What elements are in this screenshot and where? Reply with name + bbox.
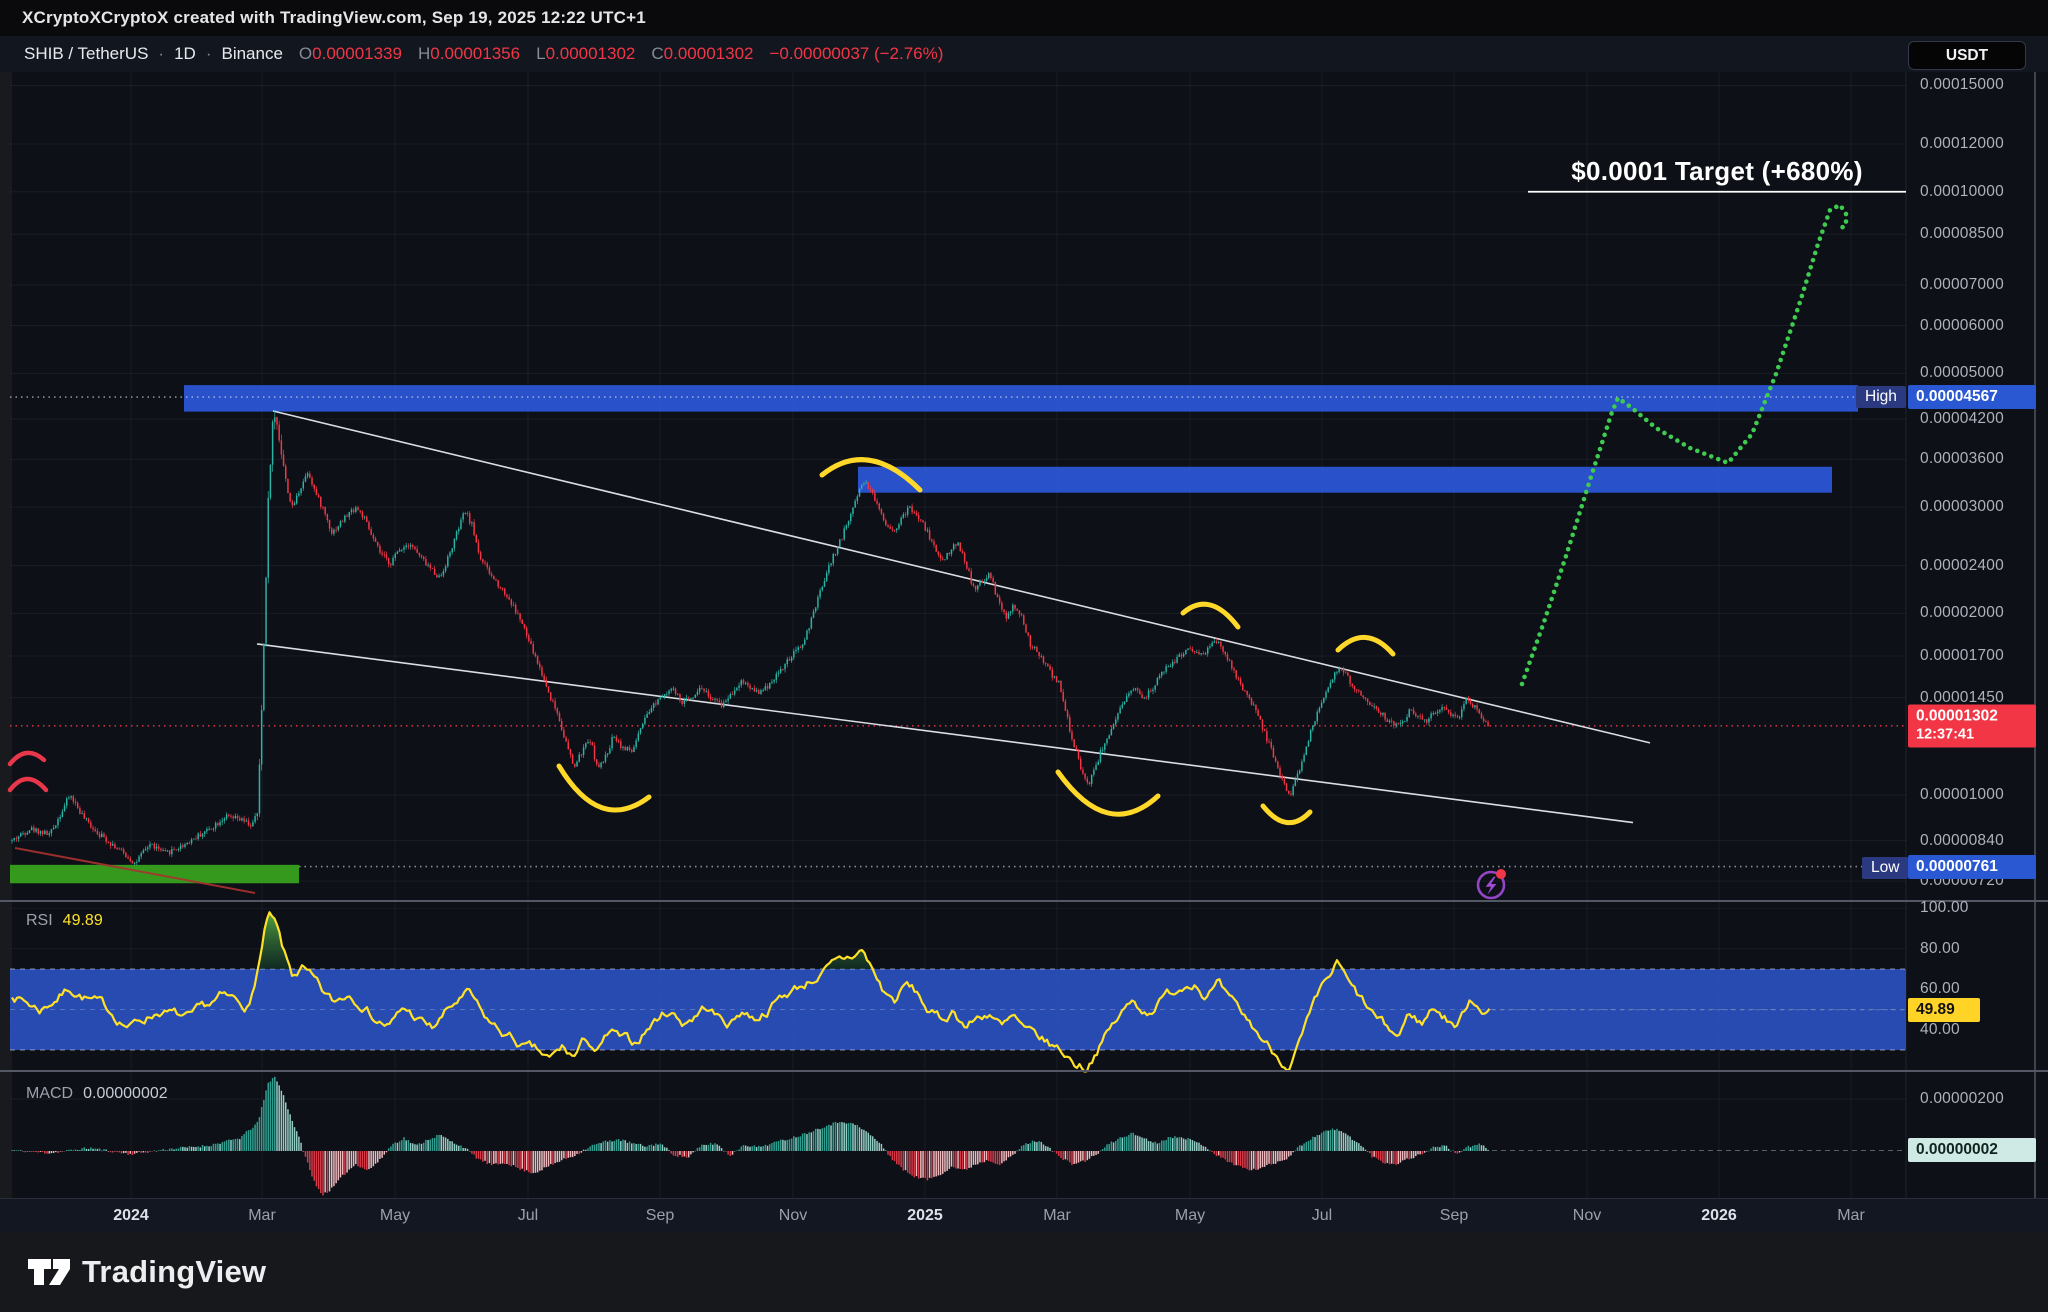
- interval-label[interactable]: 1D: [174, 44, 196, 63]
- rsi-axis-label: 40.00: [1920, 1021, 1960, 1038]
- time-axis-tick: 2024: [113, 1207, 149, 1224]
- candlesticks: [11, 409, 1489, 866]
- price-axis-label: 0.00006000: [1920, 317, 2004, 334]
- symbol-toolbar: SHIB / TetherUS · 1D · Binance O0.000013…: [0, 36, 2048, 72]
- time-axis-tick: 2025: [907, 1207, 943, 1224]
- high-tag-badge: High: [1856, 386, 1906, 408]
- ohlc-close: C0.00001302: [651, 44, 754, 63]
- rsi-value: 49.89: [62, 912, 103, 929]
- time-axis-tick: Sep: [1439, 1207, 1469, 1224]
- tradingview-logo[interactable]: TradingView: [26, 1250, 266, 1294]
- price-axis-label: 0.00015000: [1920, 76, 2004, 93]
- time-axis-tick: May: [1174, 1207, 1206, 1224]
- price-axis-label: 0.00004200: [1920, 410, 2004, 427]
- tradingview-wordmark: TradingView: [82, 1254, 267, 1289]
- time-axis-tick: Jul: [1311, 1207, 1333, 1224]
- red-arc-annotation: [7, 750, 47, 767]
- price-axis-label: 0.00008500: [1920, 225, 2004, 242]
- ohlc-change: −0.00000037 (−2.76%): [769, 44, 944, 63]
- time-axis-tick: Nov: [1572, 1207, 1602, 1224]
- macd-value: 0.00000002: [83, 1085, 168, 1102]
- yellow-arc-annotation: [819, 457, 923, 493]
- yellow-arc-annotation: [556, 763, 652, 813]
- rsi-value-badge: 49.89: [1908, 998, 1980, 1022]
- watermark-bar: XCryptoXCryptoX created with TradingView…: [0, 0, 2048, 36]
- price-axis-label: 0.00010000: [1920, 183, 2004, 200]
- resistance-zone: [184, 385, 1858, 412]
- last-price-badge: 0.00001302 12:37:41: [1908, 704, 2036, 748]
- low-tag-badge: Low: [1862, 857, 1909, 879]
- macd-value-badge: 0.00000002: [1908, 1138, 2036, 1162]
- macd-legend[interactable]: MACD 0.00000002: [26, 1085, 168, 1102]
- red-arc-annotation: [7, 776, 49, 793]
- rsi-axis-label: 100.00: [1920, 899, 1969, 916]
- low-value-badge: 0.00000761: [1908, 855, 2036, 879]
- price-axis-label: 0.00005000: [1920, 364, 2004, 381]
- red-trendline: [14, 847, 256, 894]
- price-axis-label: 0.00000840: [1920, 832, 2004, 849]
- symbol-name[interactable]: SHIB / TetherUS: [24, 44, 149, 63]
- time-axis[interactable]: 2024 Mar May Jul Sep Nov 2025 Mar May Jul Sep Nov 20…: [0, 1198, 2048, 1233]
- price-axis-label: 0.00002000: [1920, 604, 2004, 621]
- yellow-arc-annotation: [1260, 803, 1313, 825]
- time-axis-tick: Mar: [248, 1207, 276, 1224]
- macd-axis-label: 0.00000200: [1920, 1090, 2004, 1107]
- ohlc-high: H0.00001356: [417, 44, 521, 63]
- price-axis-label: 0.00001450: [1920, 689, 2004, 706]
- rsi-line: [11, 911, 1491, 1073]
- price-axis-label: 0.00012000: [1920, 135, 2004, 152]
- resistance-zone: [858, 466, 1832, 493]
- price-axis-label: 0.00007000: [1920, 276, 2004, 293]
- currency-toggle-button[interactable]: USDT: [1908, 41, 2026, 70]
- time-axis-tick: Sep: [645, 1207, 675, 1224]
- trendline: [256, 643, 1634, 824]
- macd-pane-separator[interactable]: [0, 1070, 2048, 1072]
- price-axis-label: 0.00001000: [1920, 786, 2004, 803]
- tradingview-logo-icon: [28, 1259, 70, 1285]
- time-axis-tick: Jul: [517, 1207, 539, 1224]
- rsi-axis-label: 60.00: [1920, 980, 1960, 997]
- time-axis-tick: May: [379, 1207, 411, 1224]
- rsi-pane-separator[interactable]: [0, 900, 2048, 902]
- target-annotation-label[interactable]: $0.0001 Target (+680%): [1571, 156, 1863, 186]
- footer: TradingView: [0, 1232, 2048, 1312]
- time-axis-tick: 2026: [1701, 1207, 1737, 1224]
- macd-histogram: [11, 1076, 1489, 1196]
- trendline: [272, 410, 1651, 744]
- yellow-arc-annotation: [1180, 601, 1241, 630]
- time-axis-tick: Mar: [1043, 1207, 1071, 1224]
- ohlc-low: L0.00001302: [536, 44, 636, 63]
- projection-path: [1519, 204, 1849, 687]
- price-axis-label: 0.00003600: [1920, 450, 2004, 467]
- time-axis-tick: Mar: [1837, 1207, 1865, 1224]
- chart-left-margin: [0, 72, 12, 1198]
- rsi-overbought-fill: [259, 912, 290, 969]
- yellow-arc-annotation: [1335, 634, 1396, 657]
- price-axis-label: 0.00001700: [1920, 647, 2004, 664]
- yellow-arc-annotation: [1055, 769, 1161, 817]
- rsi-legend[interactable]: RSI 49.89: [26, 912, 103, 929]
- high-value-badge: 0.00004567: [1908, 385, 2036, 409]
- price-axis-label: 0.00002400: [1920, 557, 2004, 574]
- rsi-axis-label: 80.00: [1920, 940, 1960, 957]
- watermark-text: XCryptoXCryptoX created with TradingView…: [22, 8, 646, 27]
- time-axis-tick: Nov: [778, 1207, 808, 1224]
- flash-icon[interactable]: [1473, 866, 1511, 909]
- ohlc-open: O0.00001339: [298, 44, 402, 63]
- price-axis-label: 0.00003000: [1920, 498, 2004, 515]
- exchange-label: Binance: [221, 44, 283, 63]
- rsi-overbought-fill: [824, 950, 872, 969]
